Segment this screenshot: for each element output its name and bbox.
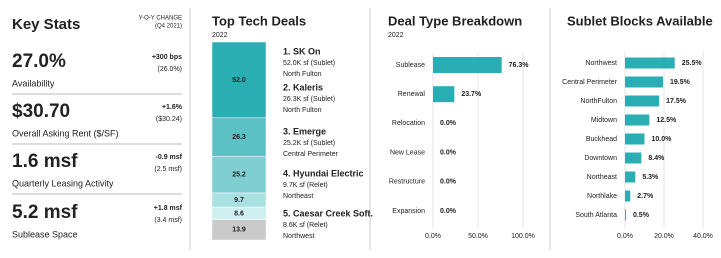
column-subheader: (Q4 2021) [155, 24, 182, 30]
deal-location: Central Perimeter [283, 151, 339, 158]
stat-change: +1.8 msf [154, 205, 183, 212]
category-label: Downtown [584, 155, 617, 162]
deal-location: North Fulton [283, 107, 322, 114]
value-label: 17.5% [666, 98, 687, 105]
panel-title: Deal Type Breakdown [388, 13, 522, 28]
value-label: 0.0% [440, 179, 457, 186]
deal-name: 2. Kaleris [283, 82, 323, 92]
category-label: New Lease [390, 149, 425, 156]
category-label: Sublease [396, 62, 425, 69]
segment [211, 117, 267, 157]
x-tick-label: 20.0% [654, 233, 674, 240]
value-label: 0.0% [440, 149, 457, 156]
stat-value: 27.0% [12, 51, 66, 72]
deal-name: 1. SK On [283, 46, 321, 56]
deal-detail: 25.2K sf (Sublet) [283, 140, 335, 147]
bar [625, 95, 660, 107]
bar [625, 171, 636, 183]
category-label: Buckhead [586, 136, 617, 143]
category-label: Midtown [591, 117, 617, 124]
panel-subtitle: 2022 [212, 32, 228, 39]
value-label: 2.7% [637, 193, 654, 200]
stat-label: Sublease Space [12, 229, 78, 239]
stat-previous: ($30.24) [156, 116, 182, 123]
segment-label: 26.3 [232, 134, 246, 141]
panel-title: Key Stats [12, 16, 80, 33]
stat-value: $30.70 [12, 101, 70, 122]
stat-value: 5.2 msf [12, 202, 78, 223]
bar [433, 57, 502, 73]
stat-change: +1.6% [162, 104, 183, 111]
category-label: Expansion [392, 208, 425, 215]
stat-previous: (3.4 msf) [154, 217, 182, 224]
category-label: Restructure [389, 179, 425, 186]
bar [625, 190, 631, 202]
deal-name: 3. Emerge [283, 126, 326, 136]
bar [625, 209, 626, 221]
value-label: 23.7% [461, 91, 482, 98]
category-label: NorthFulton [580, 98, 617, 105]
stat-previous: (2.5 msf) [154, 166, 182, 173]
stat-label: Overall Asking Rent ($/SF) [12, 128, 119, 138]
value-label: 12.5% [656, 117, 677, 124]
x-tick-label: 0.0% [617, 233, 633, 240]
segment-label: 13.9 [232, 227, 246, 234]
segment-label: 8.6 [234, 210, 244, 217]
value-label: 10.0% [652, 136, 673, 143]
value-label: 19.5% [670, 79, 691, 86]
segment [211, 219, 267, 241]
x-tick-label: 40.0% [693, 233, 713, 240]
stat-previous: (26.0%) [157, 66, 182, 73]
value-label: 76.3% [509, 62, 530, 69]
deal-name: 5. Caesar Creek Soft. [283, 208, 373, 218]
category-label: Northlake [587, 193, 617, 200]
value-label: 0.5% [633, 212, 650, 219]
segment-label: 25.2 [232, 171, 246, 178]
bar [625, 133, 645, 145]
segment [211, 155, 267, 194]
stat-value: 1.6 msf [12, 151, 78, 172]
bar [625, 152, 642, 164]
deal-location: North Fulton [283, 71, 322, 78]
panel-title: Sublet Blocks Available [567, 13, 713, 28]
category-label: Central Perimeter [562, 79, 618, 86]
category-label: South Atlanta [575, 212, 617, 219]
stat-change: +300 bps [152, 54, 182, 61]
bar [625, 114, 650, 126]
deal-location: Northwest [283, 233, 315, 240]
deal-detail: 9.7K sf (Relet) [283, 182, 328, 189]
panel-subtitle: 2022 [388, 32, 404, 39]
category-label: Northeast [587, 174, 617, 181]
deal-name: 4. Hyundai Electric [283, 168, 364, 178]
deal-detail: 26.3K sf (Sublet) [283, 96, 335, 103]
category-label: Relocation [392, 120, 425, 127]
deal-detail: 8.6K sf (Relet) [283, 222, 328, 229]
segment-label: 52.0 [232, 77, 246, 84]
panel-title: Top Tech Deals [212, 13, 306, 28]
category-label: Northwest [585, 60, 617, 67]
x-tick-label: 100.0% [511, 233, 535, 240]
bar [433, 86, 455, 103]
value-label: 8.4% [648, 155, 665, 162]
stat-label: Availability [12, 78, 55, 88]
value-label: 0.0% [440, 120, 457, 127]
value-label: 5.3% [642, 174, 659, 181]
bar [625, 57, 675, 69]
bar [625, 76, 664, 88]
segment-label: 9.7 [234, 197, 244, 204]
x-tick-label: 50.0% [468, 233, 488, 240]
value-label: 25.5% [682, 60, 703, 67]
stat-change: -0.9 msf [156, 154, 183, 161]
column-header: Y-O-Y CHANGE [139, 16, 182, 22]
deal-detail: 52.0K sf (Sublet) [283, 60, 335, 67]
x-tick-label: 0.0% [425, 233, 441, 240]
value-label: 0.0% [440, 208, 457, 215]
deal-location: Northeast [283, 193, 313, 200]
category-label: Renewal [398, 91, 426, 98]
stat-label: Quarterly Leasing Activity [12, 178, 114, 188]
